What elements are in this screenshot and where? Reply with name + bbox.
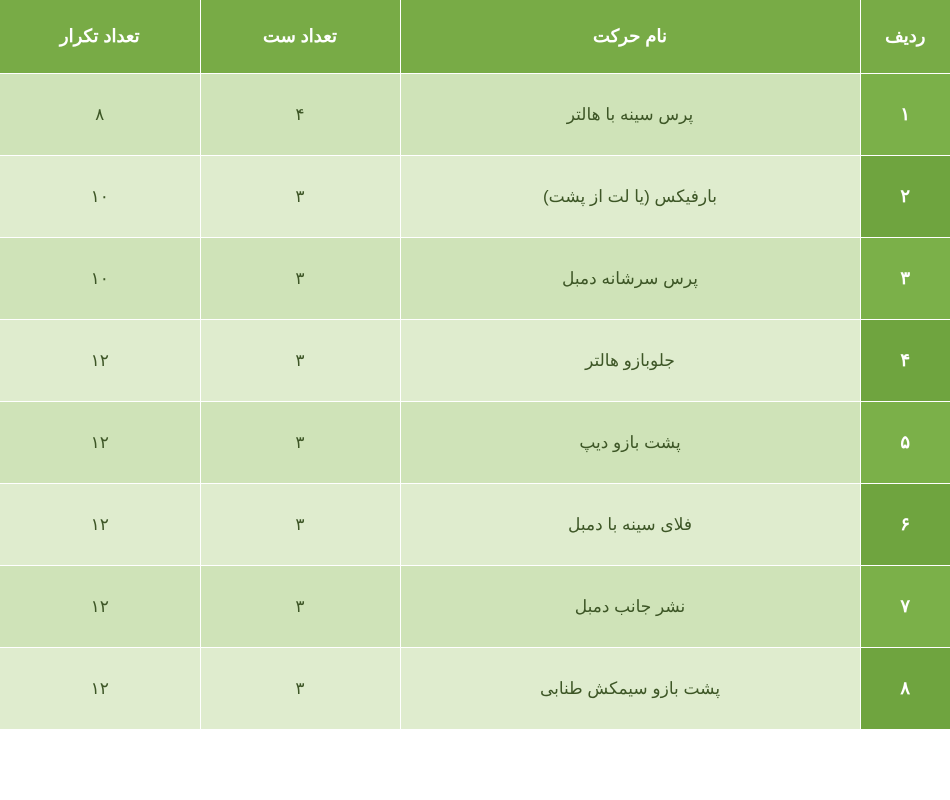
cell-index: ۲ [860, 156, 950, 238]
cell-sets: ۳ [200, 156, 400, 238]
cell-reps: ۱۲ [0, 648, 200, 730]
cell-name: فلای سینه با دمبل [400, 484, 860, 566]
cell-index: ۴ [860, 320, 950, 402]
cell-name: پشت بازو دیپ [400, 402, 860, 484]
cell-reps: ۸ [0, 74, 200, 156]
cell-name: پرس سینه با هالتر [400, 74, 860, 156]
header-name: نام حرکت [400, 0, 860, 74]
cell-sets: ۳ [200, 320, 400, 402]
table-row: ۲ بارفیکس (یا لت از پشت) ۳ ۱۰ [0, 156, 950, 238]
cell-sets: ۳ [200, 484, 400, 566]
cell-name: بارفیکس (یا لت از پشت) [400, 156, 860, 238]
cell-sets: ۳ [200, 648, 400, 730]
cell-sets: ۳ [200, 402, 400, 484]
cell-reps: ۱۲ [0, 320, 200, 402]
table-row: ۳ پرس سرشانه دمبل ۳ ۱۰ [0, 238, 950, 320]
cell-name: نشر جانب دمبل [400, 566, 860, 648]
cell-index: ۷ [860, 566, 950, 648]
cell-index: ۳ [860, 238, 950, 320]
cell-reps: ۱۲ [0, 484, 200, 566]
table-row: ۱ پرس سینه با هالتر ۴ ۸ [0, 74, 950, 156]
cell-reps: ۱۰ [0, 238, 200, 320]
header-index: ردیف [860, 0, 950, 74]
cell-index: ۶ [860, 484, 950, 566]
cell-sets: ۳ [200, 238, 400, 320]
table-row: ۸ پشت بازو سیمکش طنابی ۳ ۱۲ [0, 648, 950, 730]
cell-sets: ۳ [200, 566, 400, 648]
cell-name: پشت بازو سیمکش طنابی [400, 648, 860, 730]
table-row: ۶ فلای سینه با دمبل ۳ ۱۲ [0, 484, 950, 566]
table-header-row: ردیف نام حرکت تعداد ست تعداد تکرار [0, 0, 950, 74]
cell-name: جلوبازو هالتر [400, 320, 860, 402]
header-reps: تعداد تکرار [0, 0, 200, 74]
table-row: ۵ پشت بازو دیپ ۳ ۱۲ [0, 402, 950, 484]
cell-index: ۸ [860, 648, 950, 730]
table-row: ۷ نشر جانب دمبل ۳ ۱۲ [0, 566, 950, 648]
table-row: ۴ جلوبازو هالتر ۳ ۱۲ [0, 320, 950, 402]
header-sets: تعداد ست [200, 0, 400, 74]
cell-index: ۵ [860, 402, 950, 484]
cell-reps: ۱۰ [0, 156, 200, 238]
cell-sets: ۴ [200, 74, 400, 156]
cell-reps: ۱۲ [0, 402, 200, 484]
cell-index: ۱ [860, 74, 950, 156]
workout-table: ردیف نام حرکت تعداد ست تعداد تکرار ۱ پرس… [0, 0, 950, 729]
cell-reps: ۱۲ [0, 566, 200, 648]
cell-name: پرس سرشانه دمبل [400, 238, 860, 320]
